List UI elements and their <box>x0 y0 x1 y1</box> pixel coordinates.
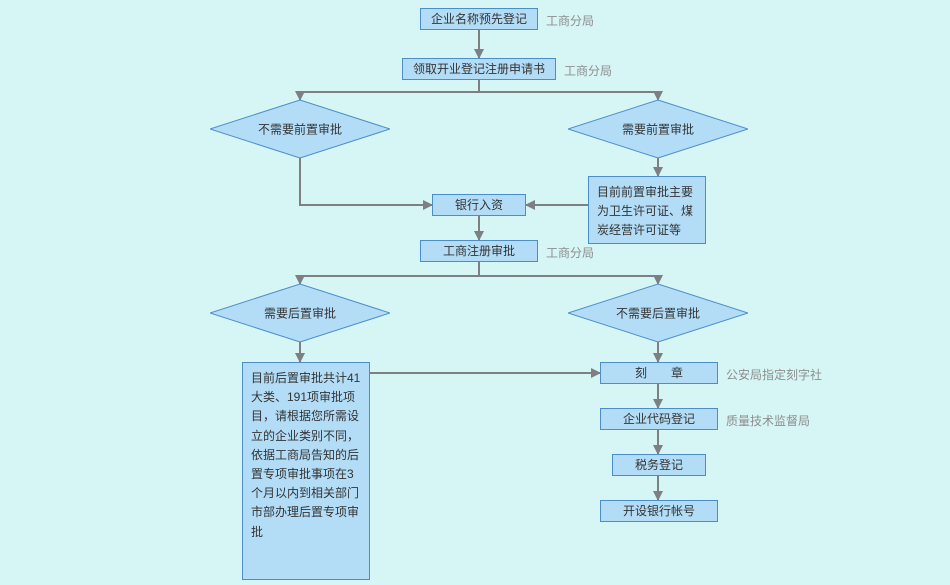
flow-node-n7: 税务登记 <box>612 454 706 476</box>
flowchart-canvas: 企业名称预先登记工商分局领取开业登记注册申请书工商分局不需要前置审批需要前置审批… <box>0 0 950 585</box>
flow-node-n4: 工商注册审批 <box>420 240 538 262</box>
flow-annot-n6: 质量技术监督局 <box>726 412 810 429</box>
flow-annot-n2: 工商分局 <box>564 62 612 79</box>
flow-node-n2: 领取开业登记注册申请书 <box>402 58 556 80</box>
edge <box>479 276 658 284</box>
flow-decision-d2: 需要前置审批 <box>568 100 748 158</box>
flow-node-n8: 开设银行帐号 <box>600 500 718 522</box>
flow-note-m2: 目前后置审批共计41大类、191项审批项目，请根据您所需设立的企业类别不同，依据… <box>242 362 370 580</box>
flow-decision-d3: 需要后置审批 <box>210 284 390 342</box>
flow-node-n5: 刻 章 <box>600 362 718 384</box>
flow-decision-label-d4: 不需要后置审批 <box>568 305 748 322</box>
flow-decision-label-d1: 不需要前置审批 <box>210 121 390 138</box>
flow-node-n6: 企业代码登记 <box>600 408 718 430</box>
edge <box>300 80 479 100</box>
edge <box>300 262 479 284</box>
flow-decision-label-d3: 需要后置审批 <box>210 305 390 322</box>
flow-node-n3: 银行入资 <box>432 194 526 216</box>
edge <box>300 158 432 205</box>
flow-decision-d1: 不需要前置审批 <box>210 100 390 158</box>
flow-node-n1: 企业名称预先登记 <box>420 8 538 30</box>
flow-decision-d4: 不需要后置审批 <box>568 284 748 342</box>
edge <box>479 92 658 100</box>
flow-annot-n5: 公安局指定刻字社 <box>726 366 822 383</box>
flow-decision-label-d2: 需要前置审批 <box>568 121 748 138</box>
flow-note-m1: 目前前置审批主要为卫生许可证、煤炭经营许可证等 <box>588 176 706 244</box>
flow-annot-n4: 工商分局 <box>546 244 594 261</box>
flow-annot-n1: 工商分局 <box>546 12 594 29</box>
